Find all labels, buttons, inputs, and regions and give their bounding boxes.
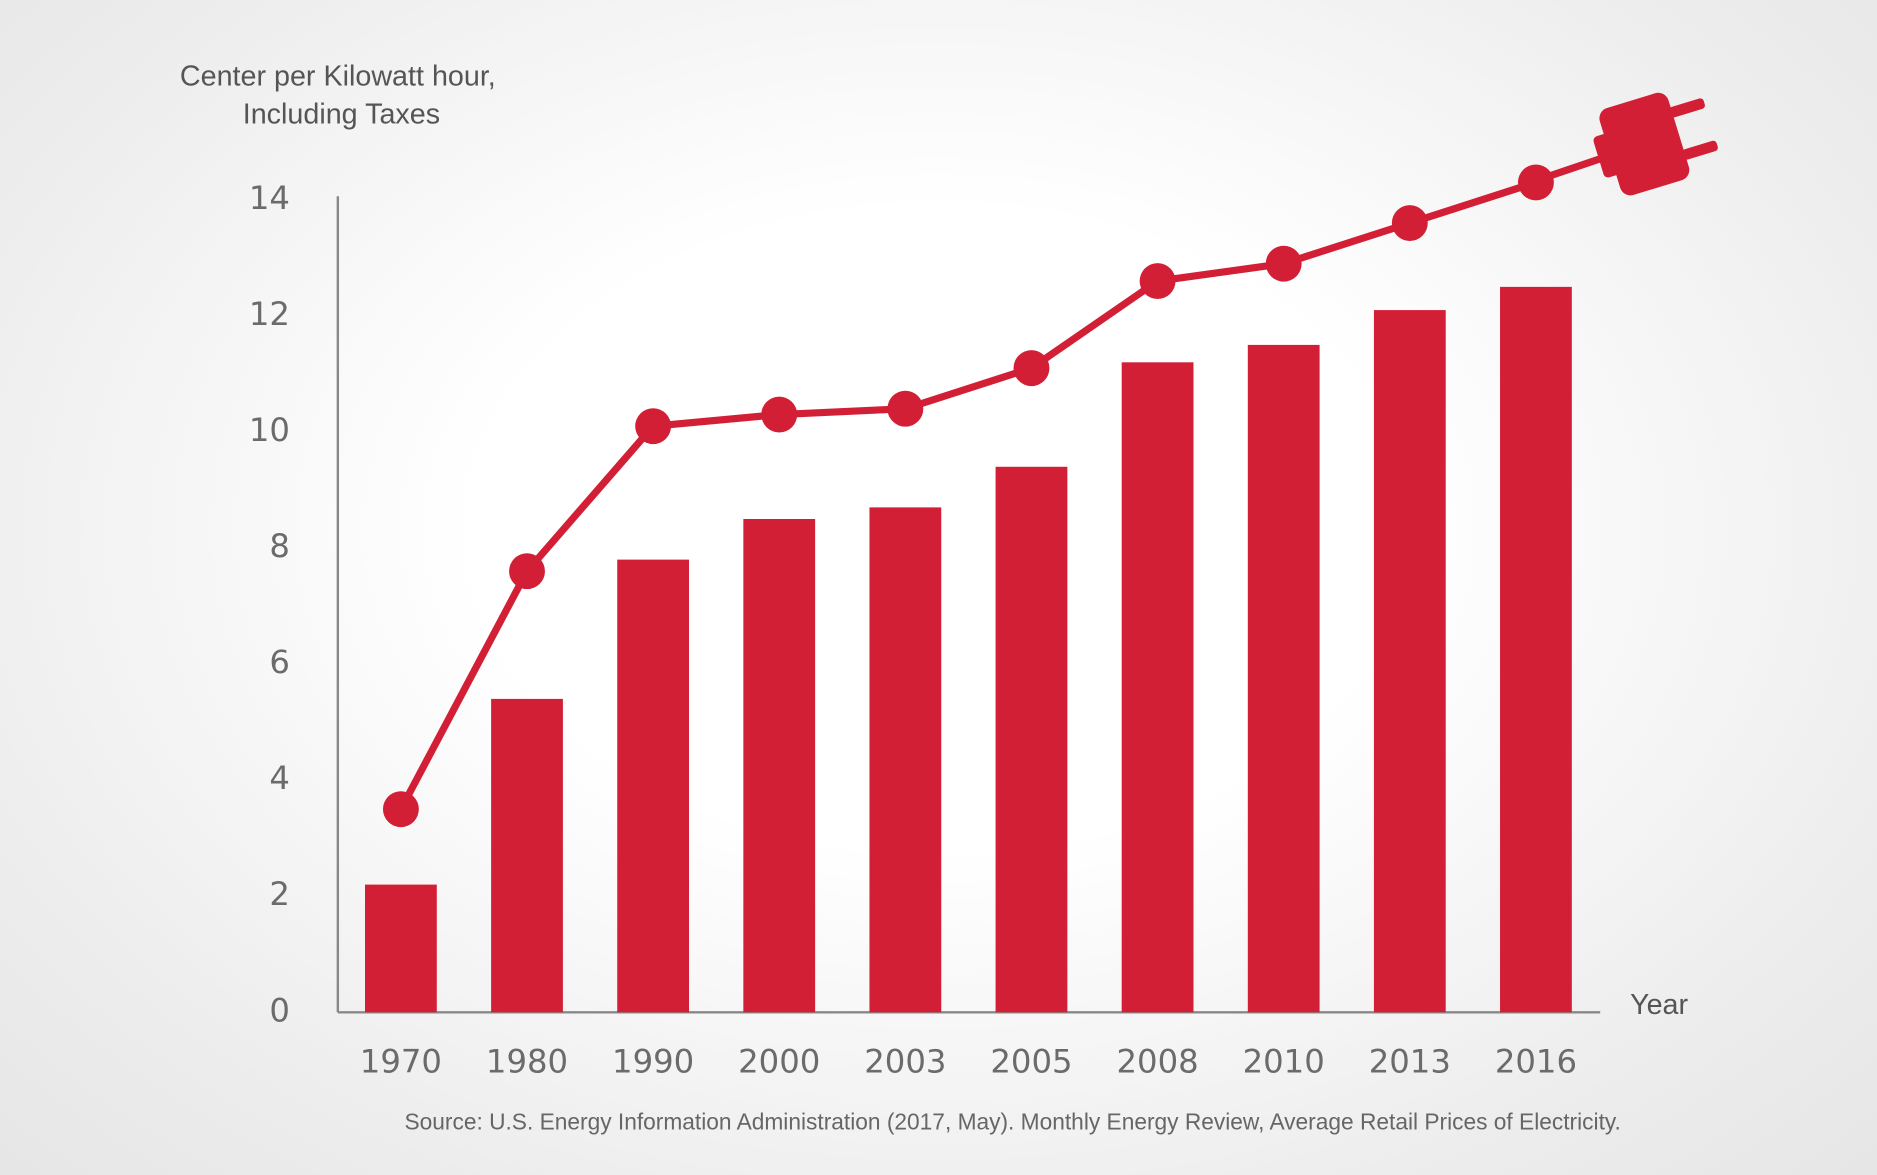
- x-tick-label: 2005: [990, 1043, 1072, 1081]
- y-tick-label: 0: [269, 991, 290, 1029]
- bar: [869, 507, 942, 1013]
- y-tick-label: 2: [269, 875, 290, 913]
- plot-area: 0 2 4 6 8 10 12 14 1970 1980 1990 2000 2003 2005 2008 2…: [249, 164, 1577, 1081]
- line-marker: [382, 791, 419, 828]
- y-tick-label: 12: [249, 295, 290, 333]
- x-tick-label: 2008: [1116, 1043, 1198, 1081]
- plug-icon: [1593, 92, 1718, 196]
- bar: [491, 698, 563, 1013]
- line-marker: [1265, 245, 1302, 282]
- line-marker: [1139, 263, 1176, 300]
- bar: [995, 466, 1068, 1013]
- x-tick-label: 2013: [1369, 1043, 1451, 1081]
- x-tick-label: 2010: [1243, 1043, 1325, 1081]
- bar: [364, 884, 437, 1013]
- line-marker: [635, 408, 672, 445]
- line-marker: [1391, 205, 1428, 241]
- bar: [617, 559, 690, 1013]
- bar: [1247, 344, 1320, 1013]
- x-tick-label: 2016: [1495, 1043, 1577, 1081]
- y-tick-label: 4: [269, 759, 290, 797]
- x-tick-label: 1980: [486, 1043, 568, 1081]
- line-marker: [1517, 164, 1554, 201]
- x-tick-label: 1990: [612, 1043, 694, 1081]
- y-axis-label: Center per Kilowatt hour,: [180, 60, 496, 92]
- source-note: Source: U.S. Energy Information Administ…: [404, 1109, 1620, 1135]
- bar: [743, 518, 816, 1013]
- bar: [1500, 286, 1572, 1013]
- y-tick-label: 8: [269, 527, 290, 565]
- x-tick-label: 2000: [738, 1043, 820, 1081]
- line-marker: [1013, 350, 1050, 387]
- y-axis-label: Including Taxes: [243, 99, 440, 131]
- line-marker: [887, 390, 924, 427]
- y-tick-label: 6: [269, 643, 290, 681]
- y-tick-label: 10: [249, 411, 290, 449]
- line-marker: [509, 553, 545, 590]
- y-tick-label: 14: [249, 179, 290, 217]
- line: [397, 178, 1538, 811]
- line-marker: [761, 396, 798, 433]
- bar: [1121, 362, 1194, 1013]
- bar: [1373, 310, 1446, 1013]
- x-tick-label: 1970: [360, 1043, 442, 1081]
- x-axis-label: Year: [1630, 989, 1688, 1021]
- x-tick-label: 2003: [864, 1043, 946, 1081]
